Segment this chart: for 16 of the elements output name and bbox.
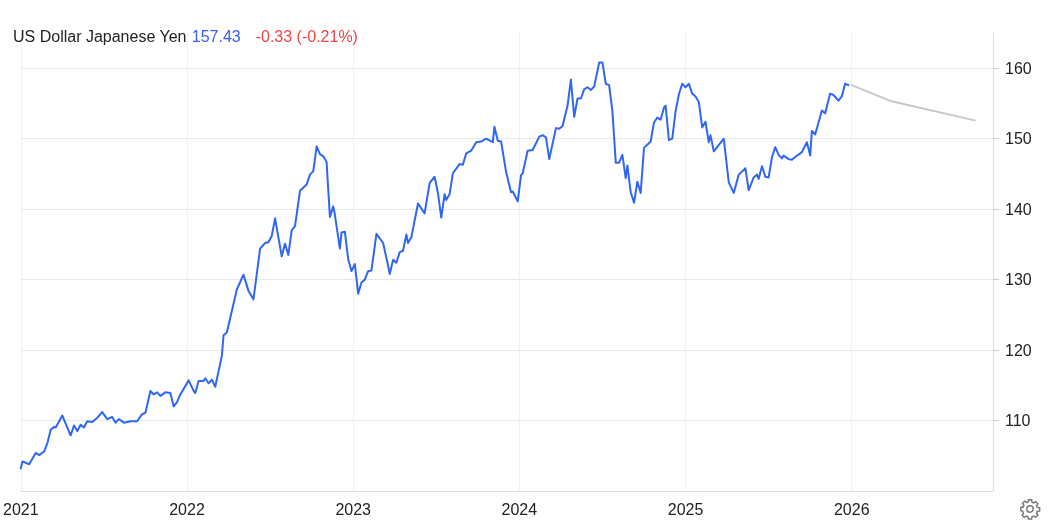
line-series: [19, 61, 850, 470]
chart-title: US Dollar Japanese Yen: [13, 27, 187, 45]
y-tick-label: 110: [1005, 412, 1031, 430]
annotation: 157.43: [191, 27, 241, 45]
y-tick-label: 150: [1005, 130, 1032, 148]
y-tick-label: 160: [1005, 59, 1032, 77]
x-tick-label: 2023: [335, 500, 372, 518]
y-tick-label: 130: [1005, 271, 1032, 289]
x-tick-label: 2025: [667, 500, 704, 518]
y-tick-label: 140: [1005, 200, 1032, 218]
x-tick-label: 2021: [3, 500, 39, 518]
x-tick-label: 2022: [169, 500, 205, 518]
annotation: -0.33 (-0.21%): [255, 27, 358, 45]
x-tick-label: 2026: [833, 500, 870, 518]
y-tick-label: 120: [1005, 341, 1032, 359]
x-tick-label: 2024: [501, 500, 538, 518]
